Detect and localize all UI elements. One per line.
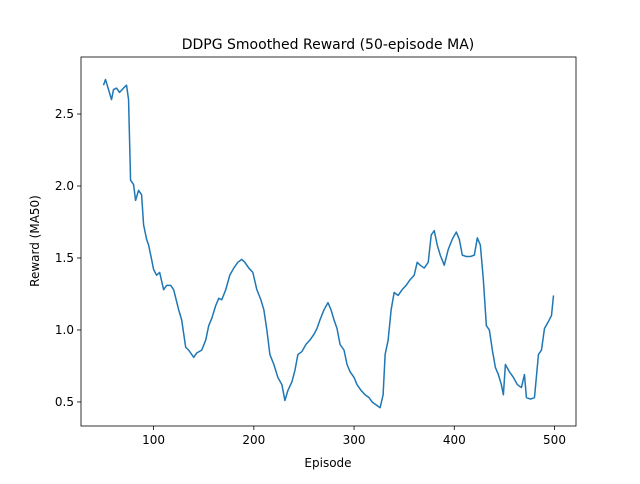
y-tick-label: 2.0 [55,179,74,193]
y-tick-label: 0.5 [55,395,74,409]
y-tick-label: 1.0 [55,323,74,337]
x-axis-label: Episode [304,456,351,470]
x-tick-label: 400 [443,433,466,447]
x-tick-label: 200 [242,433,265,447]
y-tick-label: 1.5 [55,251,74,265]
x-tick-label: 300 [343,433,366,447]
line-series [102,78,555,409]
plot-frame [80,56,577,427]
x-tick-label: 500 [543,433,566,447]
y-axis-label: Reward (MA50) [28,195,42,287]
chart-title: DDPG Smoothed Reward (50-episode MA) [182,37,475,53]
y-tick-label: 2.5 [55,107,74,121]
x-tick-label: 100 [142,433,165,447]
